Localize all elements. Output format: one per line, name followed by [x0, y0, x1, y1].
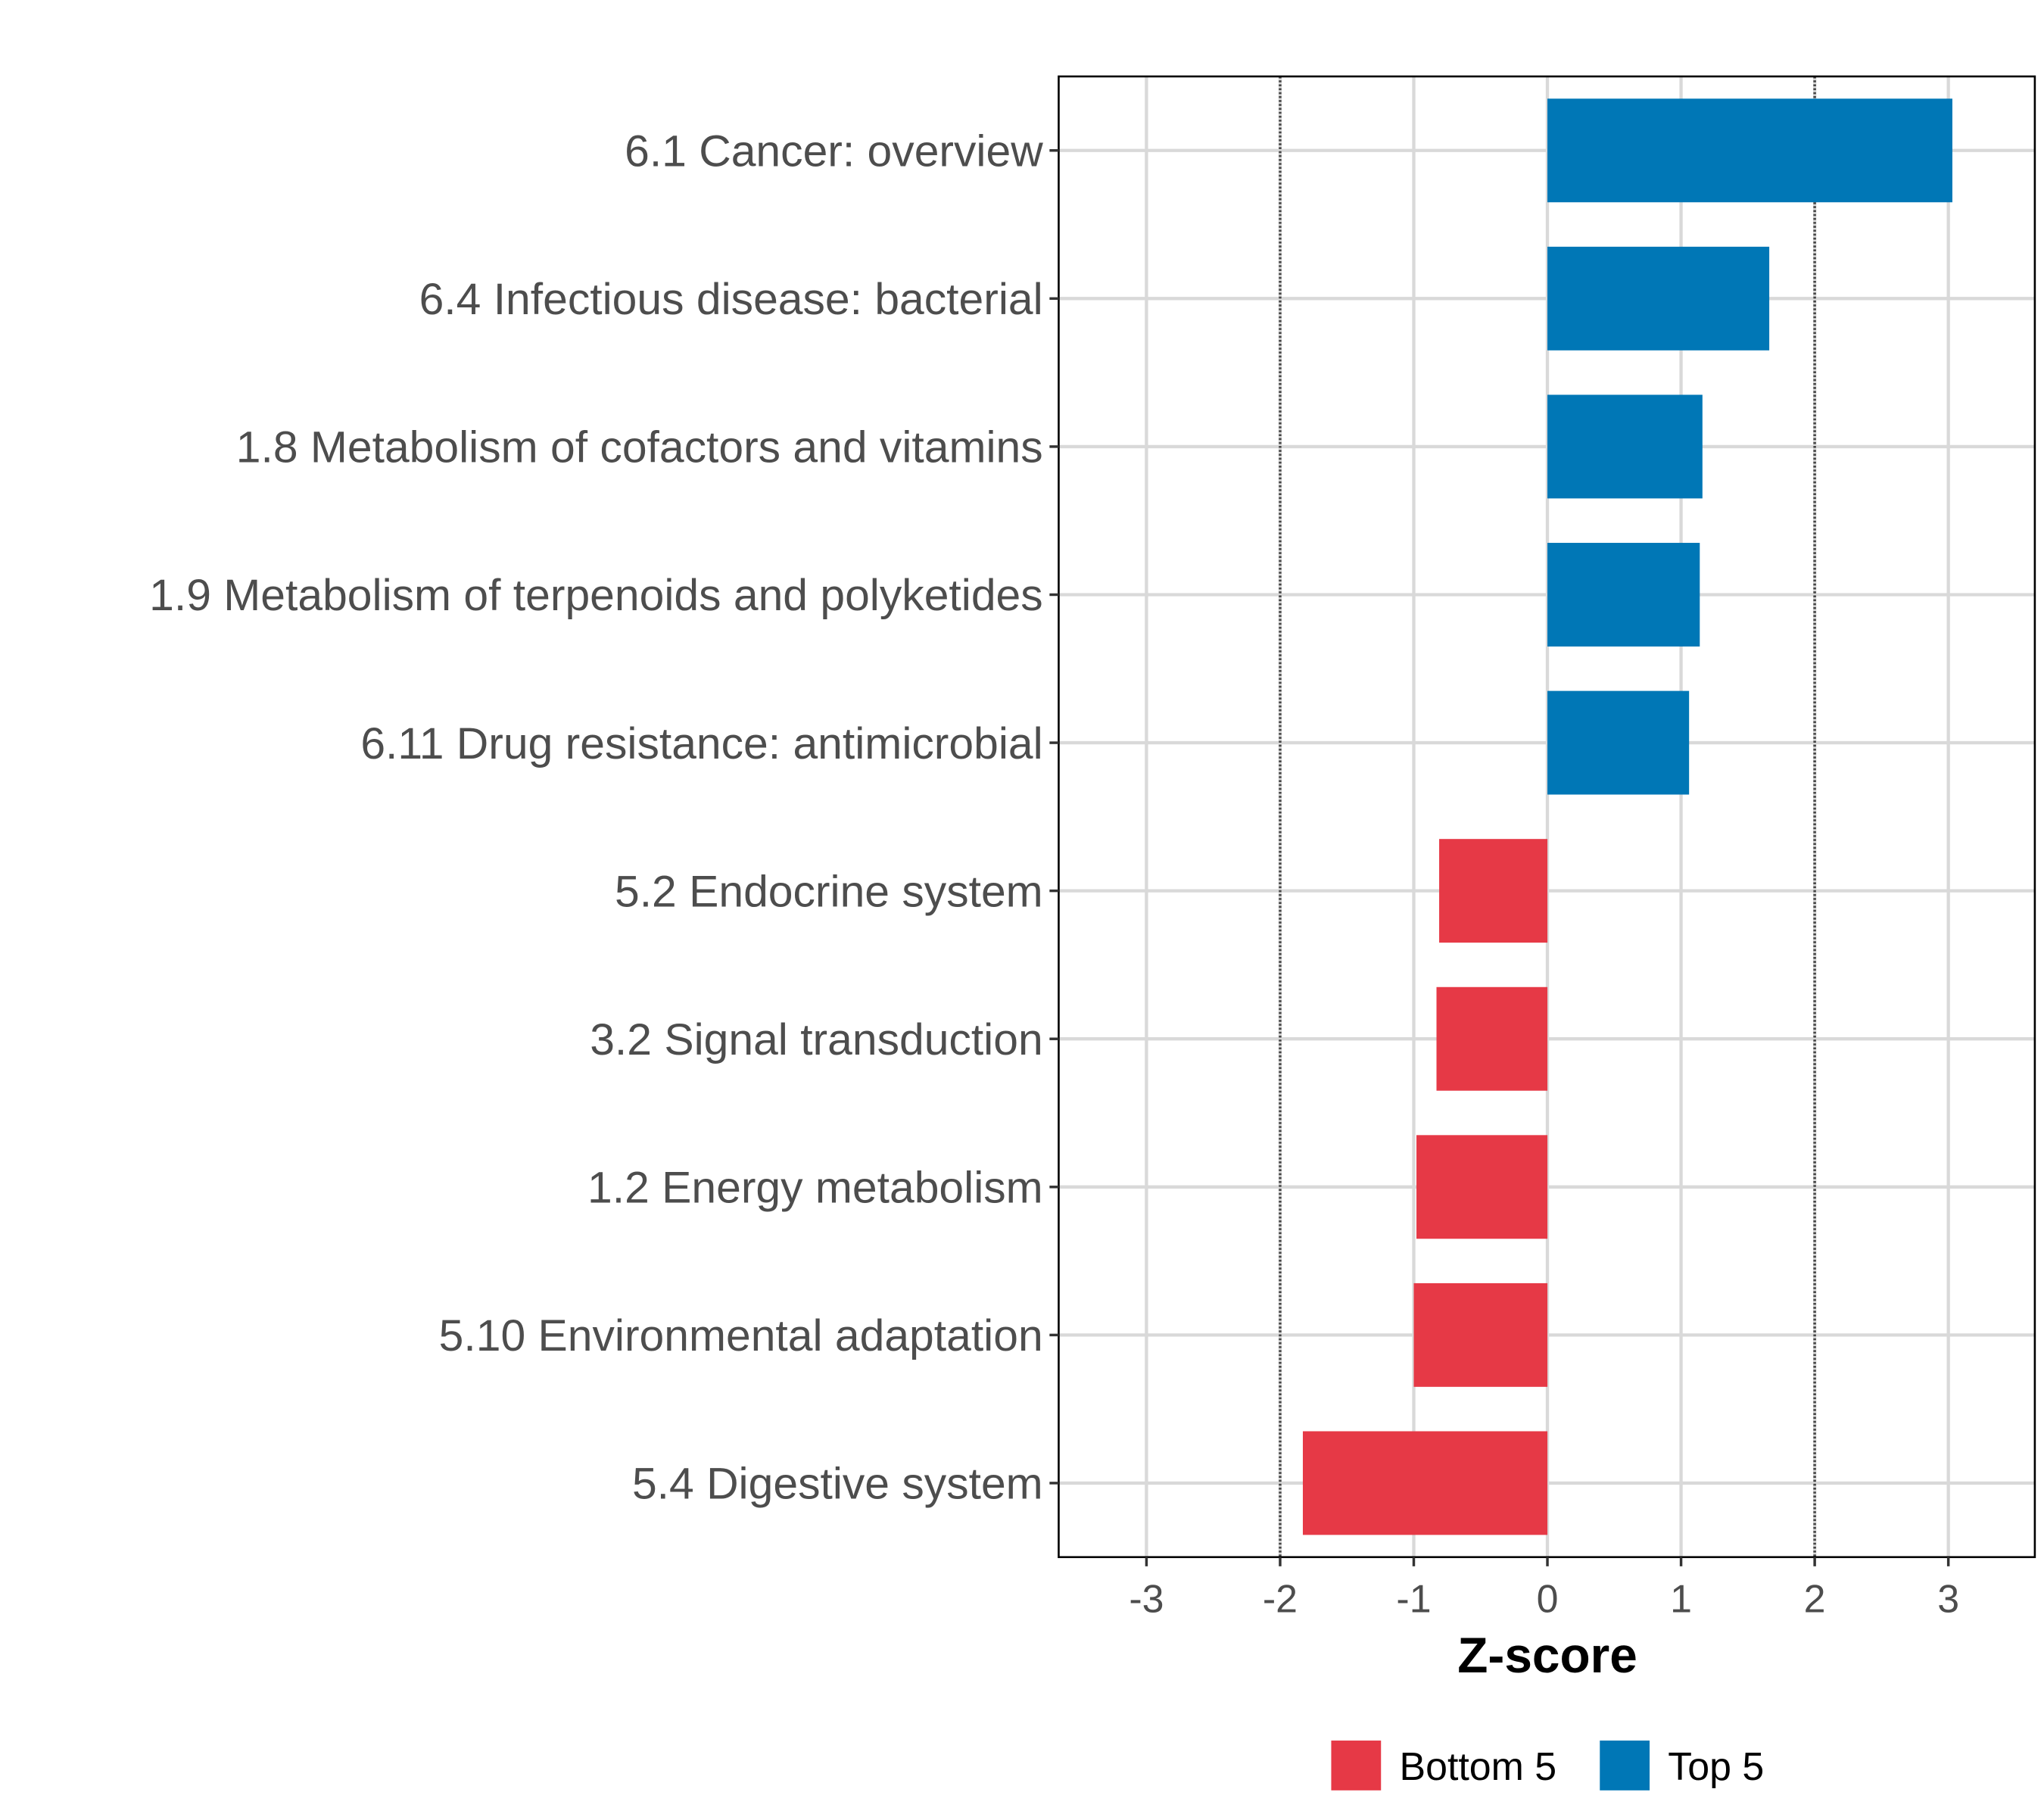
legend-swatch-bottom5 [1331, 1741, 1382, 1791]
bar [1547, 98, 1952, 203]
x-tick-label: 1 [1670, 1577, 1692, 1621]
x-axis-ticks: -3 -2 -1 0 1 2 3 [1129, 1557, 1959, 1621]
y-tick-label: 1.9 Metabolism of terpenoids and polyket… [149, 571, 1043, 620]
legend-swatch-top5 [1600, 1741, 1650, 1791]
x-axis-title: Z-score [1457, 1627, 1637, 1683]
y-tick-label: 5.4 Digestive system [632, 1460, 1043, 1509]
bar [1436, 986, 1548, 1091]
legend-label-top5: Top 5 [1668, 1745, 1764, 1789]
y-tick-label: 1.8 Metabolism of cofactors and vitamins [236, 423, 1043, 472]
legend-label-bottom5: Bottom 5 [1399, 1745, 1556, 1789]
x-tick-label: 2 [1804, 1577, 1826, 1621]
bar [1547, 543, 1700, 647]
x-tick-label: 0 [1537, 1577, 1559, 1621]
y-tick-label: 6.11 Drug resistance: antimicrobial [360, 719, 1042, 768]
x-tick-label: 3 [1937, 1577, 1959, 1621]
y-tick-label: 5.10 Environmental adaptation [439, 1311, 1043, 1360]
reference-lines [1279, 76, 1816, 1557]
y-tick-label: 5.2 Endocrine system [615, 867, 1043, 916]
bar [1547, 690, 1690, 795]
bar [1302, 1431, 1548, 1535]
bar [1439, 839, 1548, 943]
y-tick-label: 3.2 Signal transduction [590, 1015, 1042, 1064]
bar [1413, 1282, 1548, 1387]
x-tick-label: -3 [1129, 1577, 1164, 1621]
x-tick-label: -2 [1263, 1577, 1298, 1621]
y-tick-label: 6.1 Cancer: overview [625, 127, 1043, 176]
y-axis-labels: 6.1 Cancer: overview 6.4 Infectious disea… [149, 127, 1059, 1509]
y-tick-label: 1.2 Energy metabolism [587, 1164, 1043, 1213]
y-tick-label: 6.4 Infectious disease: bacterial [419, 275, 1043, 324]
bars [1302, 98, 1952, 1535]
bar [1547, 394, 1703, 499]
legend: Bottom 5 Top 5 [1331, 1741, 1764, 1791]
bar [1416, 1135, 1548, 1239]
bar [1547, 246, 1770, 351]
x-tick-label: -1 [1396, 1577, 1431, 1621]
